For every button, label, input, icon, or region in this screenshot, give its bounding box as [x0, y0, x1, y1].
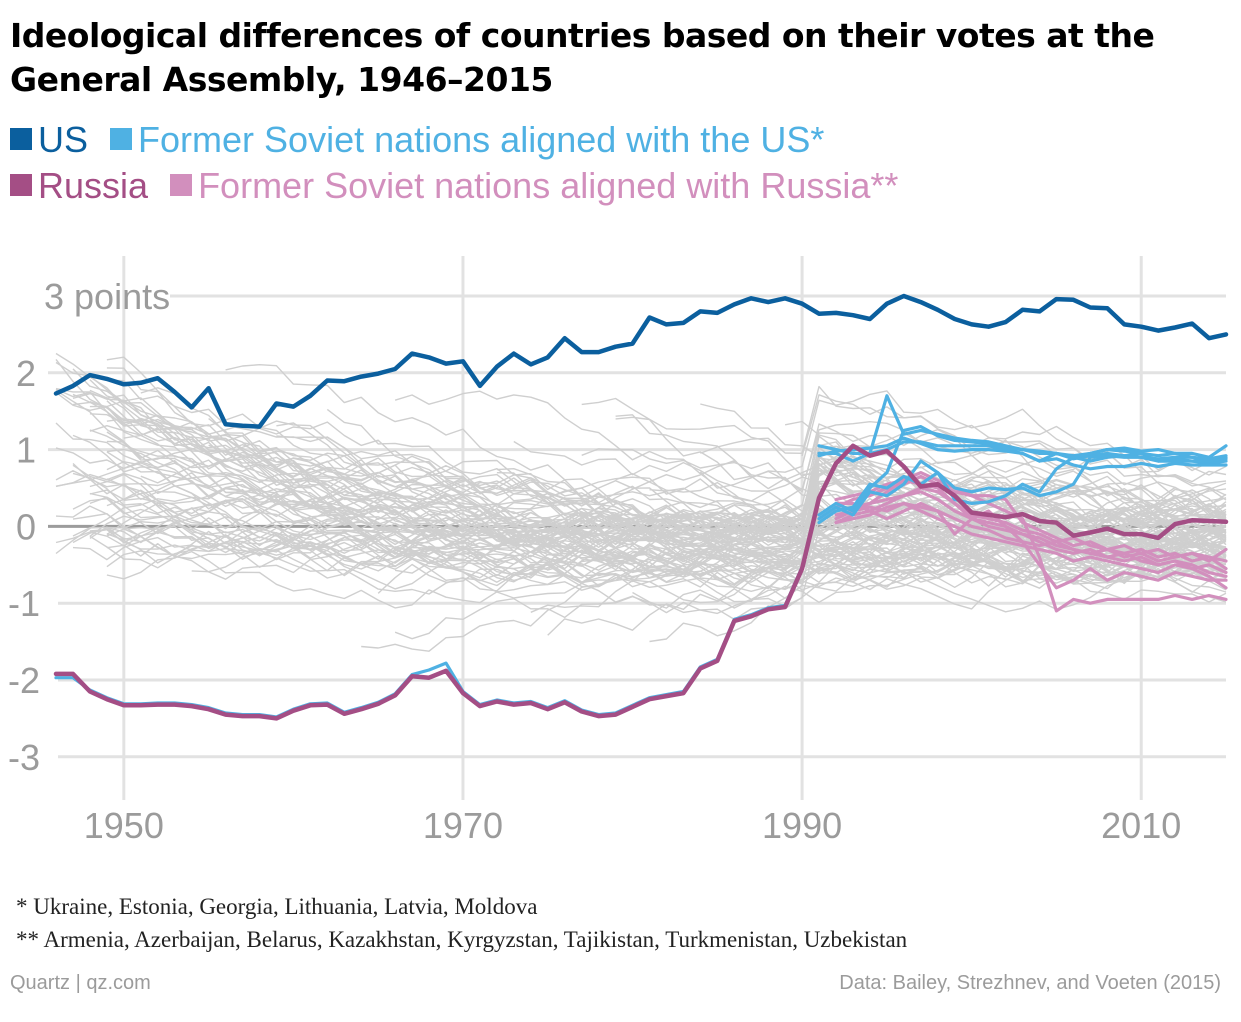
y-tick-label: 3 points	[44, 276, 170, 317]
background-country-lines	[55, 352, 1227, 652]
legend-swatch-russia	[10, 174, 32, 197]
legend-swatch-former-soviet-us	[110, 128, 133, 151]
legend-item-russia: Russia	[10, 164, 148, 208]
background-country-line	[191, 484, 1227, 587]
background-country-line	[615, 472, 1227, 542]
background-country-line	[361, 465, 1227, 652]
x-tick-label: 2010	[1101, 805, 1181, 846]
x-tick-label: 1970	[423, 805, 503, 846]
background-country-line	[242, 442, 1227, 543]
background-country-line	[140, 387, 1227, 587]
background-country-line	[615, 456, 1227, 557]
background-country-line	[699, 390, 1227, 489]
background-country-line	[801, 394, 1227, 496]
highlighted-series	[53, 293, 1229, 721]
y-tick-label: -3	[8, 737, 40, 778]
background-country-line	[615, 416, 1227, 538]
legend-row-2: Russia Former Soviet nations aligned wit…	[10, 164, 910, 208]
footnote-russia-aligned: ** Armenia, Azerbaijan, Belarus, Kazakhs…	[16, 927, 908, 952]
background-country-line	[123, 493, 1227, 585]
series-line-former-soviet-us	[817, 425, 1228, 517]
legend-label-former-soviet-russia: Former Soviet nations aligned with Russi…	[198, 165, 899, 206]
series-line-former-soviet-russia	[834, 501, 1228, 563]
y-tick-label: -1	[8, 583, 40, 624]
x-tick-label: 1990	[762, 805, 842, 846]
series-line-former-soviet-russia	[834, 471, 1228, 613]
background-country-line	[89, 459, 1227, 603]
legend-label-former-soviet-us: Former Soviet nations aligned with the U…	[138, 119, 825, 160]
legend-item-former-soviet-russia: Former Soviet nations aligned with Russi…	[170, 164, 898, 208]
legend-swatch-us	[10, 128, 32, 151]
background-country-line	[326, 455, 1227, 573]
background-country-line	[276, 422, 1227, 583]
background-country-line	[581, 513, 1227, 563]
legend-item-us: US	[10, 118, 88, 162]
y-tick-label: 0	[16, 506, 36, 547]
legend-swatch-former-soviet-russia	[170, 174, 193, 197]
background-country-line	[106, 460, 1227, 588]
legend-label-us: US	[38, 119, 89, 160]
y-tick-label: 2	[16, 353, 36, 394]
background-country-line	[802, 465, 1227, 517]
x-tick-label: 1950	[84, 805, 164, 846]
background-country-line	[72, 401, 1227, 590]
legend-label-russia: Russia	[38, 165, 149, 206]
series-line-former-soviet-us	[817, 454, 1228, 525]
legend-row-1: US Former Soviet nations aligned with th…	[10, 118, 836, 162]
series-line-russia	[53, 443, 1229, 721]
series-line-us	[53, 293, 1229, 429]
chart-title: Ideological differences of countries bas…	[10, 16, 1155, 99]
series-line-former-soviet-russia	[834, 501, 1228, 590]
credit-data-source: Data: Bailey, Strezhnev, and Voeten (201…	[839, 972, 1221, 994]
series-line-former-soviet-us	[817, 436, 1228, 471]
series-line-former-soviet-us	[817, 451, 1228, 521]
credit-source-site: Quartz | qz.com	[10, 972, 151, 994]
legend-item-former-soviet-us: Former Soviet nations aligned with the U…	[110, 118, 824, 162]
background-country-line	[496, 455, 1227, 528]
y-tick-label: -2	[8, 660, 40, 701]
y-tick-label: 1	[16, 430, 36, 471]
footnote-us-aligned: * Ukraine, Estonia, Georgia, Lithuania, …	[16, 894, 538, 919]
